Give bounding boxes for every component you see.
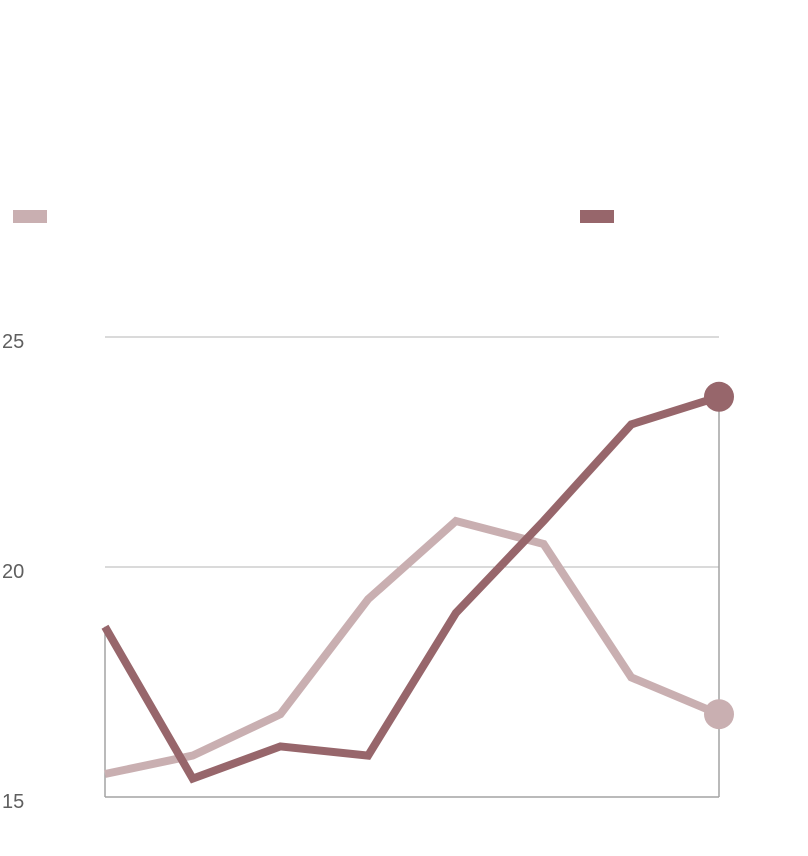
series-1-line — [104, 516, 721, 778]
gridlines — [105, 336, 719, 568]
y-tick-labels: 15 20 25 — [2, 331, 24, 813]
legend — [13, 210, 614, 223]
y-tick-label-25: 25 — [2, 331, 24, 353]
y-tick-label-15: 15 — [2, 791, 24, 813]
series-1 — [104, 516, 734, 778]
y-tick-label-20: 20 — [2, 561, 24, 583]
series-layer — [101, 381, 734, 784]
series-2-end-marker — [704, 381, 734, 412]
axes — [104, 396, 720, 798]
series-2 — [101, 381, 734, 784]
series-2-line — [101, 392, 721, 784]
legend-swatch-1 — [13, 210, 47, 223]
series-1-end-marker — [704, 699, 734, 730]
legend-swatch-2 — [580, 210, 614, 223]
